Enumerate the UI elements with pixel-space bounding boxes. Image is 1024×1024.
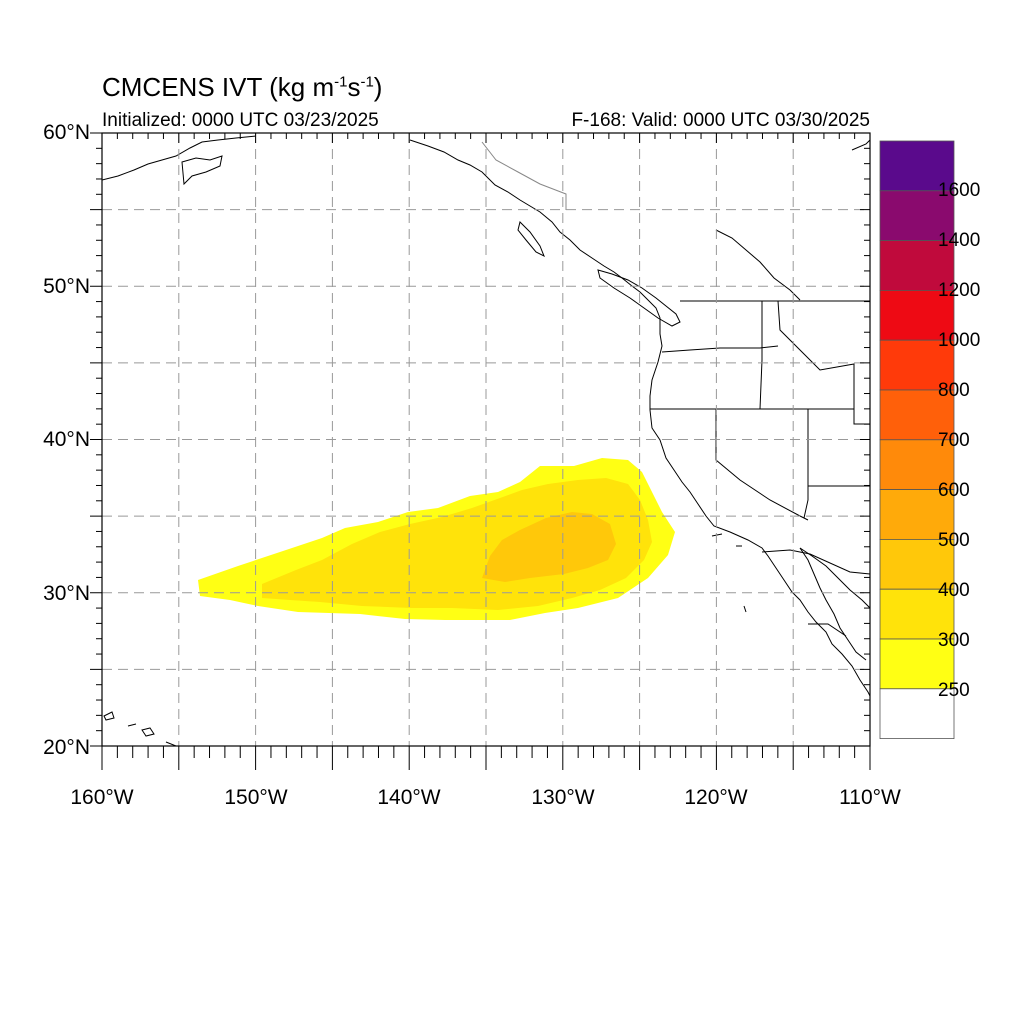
idaho-boundary (759, 301, 763, 410)
colorbar-label-1600: 1600 (938, 180, 981, 201)
title-text: CMCENS IVT (kg m (102, 72, 335, 102)
colorbar-swatch (879, 240, 955, 291)
ivt-contour-300 (262, 478, 652, 610)
colorbar-swatch (879, 588, 955, 640)
colorbar-label-1200: 1200 (938, 280, 981, 301)
lat-label-60n: 60°N (43, 121, 90, 144)
valid-label: F-168: Valid: 0000 UTC 03/30/2025 (571, 110, 870, 131)
colorbar-label-1400: 1400 (938, 230, 981, 251)
baja-peninsula (799, 547, 867, 661)
title-exp1: -1 (334, 73, 348, 91)
colorbar-swatch (879, 389, 955, 441)
haida-gwaii (517, 221, 545, 258)
colorbar-swatch (879, 688, 955, 739)
coastlines (102, 135, 870, 746)
lon-label-130w: 130°W (531, 786, 595, 809)
colorbar-swatch (879, 439, 955, 490)
lon-label-160w: 160°W (70, 786, 134, 809)
colorbar-label-300: 300 (938, 630, 970, 651)
lon-label-110w: 110°W (839, 786, 901, 809)
ivt-field (198, 458, 675, 620)
british-columbia-interior (715, 229, 801, 301)
axis-ticks (90, 132, 871, 770)
north-america-coastline (409, 139, 870, 698)
title-mid: s (347, 72, 361, 102)
vancouver-island (597, 269, 681, 327)
colorbar-label-400: 400 (938, 580, 970, 601)
idaho-montana-border (777, 300, 870, 425)
colorbar (879, 140, 955, 739)
alaska-canada-border (481, 141, 567, 210)
lat-label-20n: 20°N (43, 736, 90, 759)
lon-label-150w: 150°W (224, 786, 288, 809)
washington-oregon-border (661, 345, 779, 353)
colorbar-swatch (879, 489, 955, 540)
colorbar-swatch (879, 539, 955, 590)
channel-islands (711, 533, 747, 613)
alaska-coast (102, 135, 257, 181)
hawaii-islands (103, 711, 177, 746)
colorbar-label-600: 600 (938, 480, 970, 501)
colorbar-label-500: 500 (938, 530, 970, 551)
nw-canada-coast (851, 139, 870, 151)
colorbar-swatch (879, 339, 955, 391)
initialized-label: Initialized: 0000 UTC 03/23/2025 (102, 110, 379, 131)
chart-title: CMCENS IVT (kg m-1s-1) (102, 72, 382, 103)
mexico-interior (808, 623, 847, 637)
title-exp2: -1 (360, 73, 374, 91)
lon-label-140w: 140°W (377, 786, 441, 809)
lat-label-40n: 40°N (43, 428, 90, 451)
lon-label-120w: 120°W (684, 786, 748, 809)
colorbar-swatch (879, 140, 955, 192)
grid-lines (102, 133, 870, 746)
colorbar-label-700: 700 (938, 430, 970, 451)
colorbar-swatch (879, 289, 955, 341)
colorbar-swatch (879, 638, 955, 690)
gulf-of-california (799, 547, 870, 609)
colorbar-swatch (879, 190, 955, 242)
colorbar-label-1000: 1000 (938, 330, 981, 351)
title-end: ) (373, 72, 383, 102)
colorbar-label-800: 800 (938, 380, 970, 401)
ivt-contour-400 (482, 512, 616, 582)
political-borders (481, 141, 870, 637)
us-mexico-border (761, 549, 870, 575)
nevada-utah-border (803, 409, 809, 519)
colorbar-label-250: 250 (938, 680, 970, 701)
nevada-california-border (715, 409, 809, 521)
lat-label-30n: 30°N (43, 582, 90, 605)
lat-label-50n: 50°N (43, 275, 90, 298)
kodiak-island (181, 155, 223, 186)
